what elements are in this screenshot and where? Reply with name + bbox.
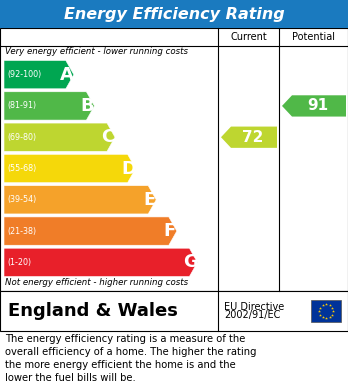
Text: C: C bbox=[101, 128, 114, 146]
Text: EU Directive: EU Directive bbox=[224, 302, 284, 312]
Text: (69-80): (69-80) bbox=[7, 133, 36, 142]
Polygon shape bbox=[282, 95, 346, 117]
Text: overall efficiency of a home. The higher the rating: overall efficiency of a home. The higher… bbox=[5, 347, 256, 357]
Text: Not energy efficient - higher running costs: Not energy efficient - higher running co… bbox=[5, 278, 188, 287]
Text: Current: Current bbox=[230, 32, 267, 42]
Text: F: F bbox=[164, 222, 176, 240]
Text: E: E bbox=[143, 191, 155, 209]
Text: (81-91): (81-91) bbox=[7, 101, 36, 110]
Polygon shape bbox=[4, 248, 197, 276]
Bar bbox=[0, 0, 348, 28]
Bar bbox=[0, 291, 348, 331]
Polygon shape bbox=[4, 123, 115, 151]
Polygon shape bbox=[4, 217, 177, 245]
Polygon shape bbox=[4, 92, 94, 120]
Polygon shape bbox=[4, 186, 156, 214]
Text: (21-38): (21-38) bbox=[7, 226, 36, 235]
Text: (55-68): (55-68) bbox=[7, 164, 36, 173]
Text: Energy Efficiency Rating: Energy Efficiency Rating bbox=[64, 7, 284, 22]
Text: D: D bbox=[121, 160, 136, 178]
Text: (1-20): (1-20) bbox=[7, 258, 31, 267]
Text: The energy efficiency rating is a measure of the: The energy efficiency rating is a measur… bbox=[5, 334, 245, 344]
Bar bbox=[311, 300, 341, 322]
Text: G: G bbox=[183, 253, 198, 271]
Text: (92-100): (92-100) bbox=[7, 70, 41, 79]
Bar bbox=[0, 28, 348, 291]
Text: B: B bbox=[81, 97, 94, 115]
Text: 2002/91/EC: 2002/91/EC bbox=[224, 310, 280, 320]
Text: the more energy efficient the home is and the: the more energy efficient the home is an… bbox=[5, 360, 236, 370]
Text: 72: 72 bbox=[242, 130, 263, 145]
Text: (39-54): (39-54) bbox=[7, 195, 36, 204]
Text: England & Wales: England & Wales bbox=[8, 302, 178, 320]
Polygon shape bbox=[4, 61, 74, 89]
Text: lower the fuel bills will be.: lower the fuel bills will be. bbox=[5, 373, 136, 383]
Text: Potential: Potential bbox=[292, 32, 335, 42]
Text: 91: 91 bbox=[307, 99, 328, 113]
Polygon shape bbox=[4, 154, 136, 183]
Polygon shape bbox=[221, 127, 277, 148]
Text: Very energy efficient - lower running costs: Very energy efficient - lower running co… bbox=[5, 47, 188, 56]
Text: A: A bbox=[60, 66, 74, 84]
